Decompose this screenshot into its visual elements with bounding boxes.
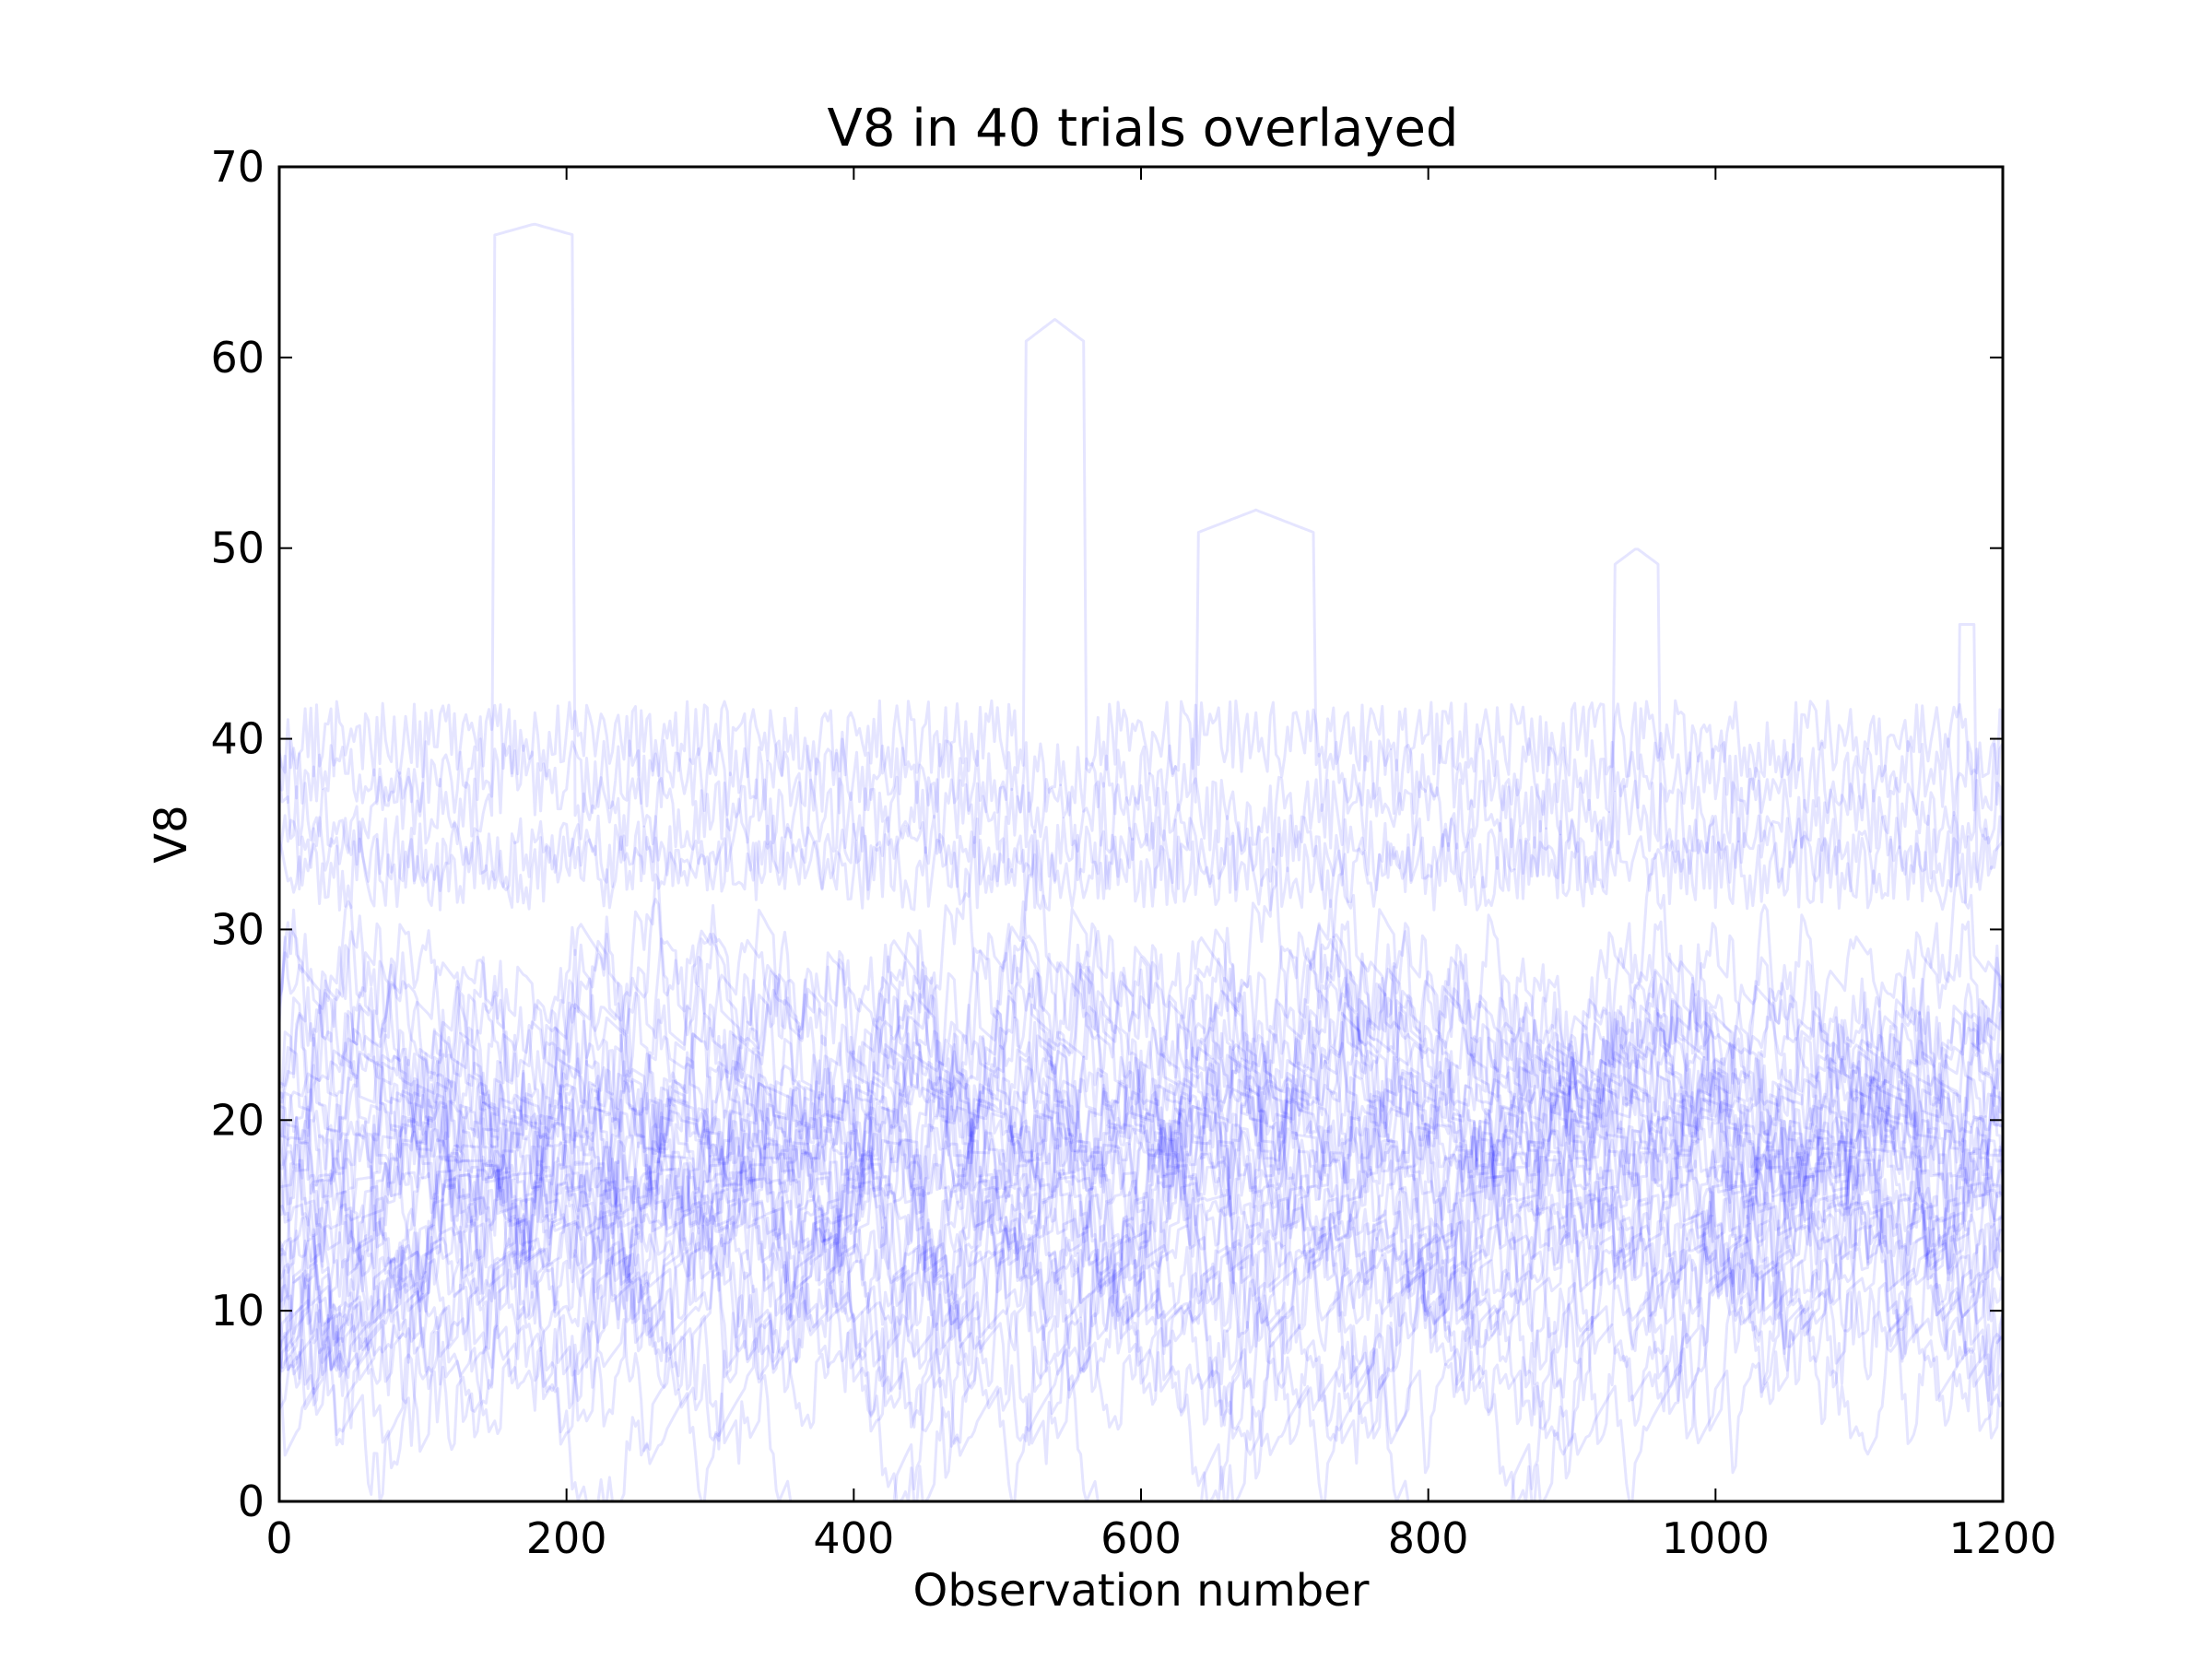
trial-line-30	[277, 926, 2004, 1401]
trial-line-37	[277, 935, 2004, 1480]
trial-line-31	[278, 922, 2005, 1355]
trial-line-5	[277, 623, 2005, 893]
trial-line-16	[277, 1017, 2005, 1503]
trial-line-15	[278, 932, 2005, 1479]
x-axis-label: Observation number	[913, 1565, 1370, 1617]
plot-area	[277, 222, 2005, 1503]
trial-line-3	[277, 508, 2005, 817]
trial-line-39	[277, 853, 2005, 1503]
trial-line-13	[277, 972, 2004, 1457]
trial-line-14	[278, 922, 2005, 1392]
y-tick-label: 30	[210, 904, 265, 954]
trial-line-19	[277, 929, 2005, 1502]
y-tick-label: 60	[210, 333, 265, 382]
trial-line-35	[277, 898, 2005, 1431]
trial-line-11	[277, 908, 2004, 1435]
trial-line-8	[278, 915, 2005, 1350]
y-tick-label: 0	[238, 1477, 265, 1526]
trial-line-4	[277, 547, 2005, 912]
trial-line-7	[278, 979, 2005, 1386]
y-tick-label: 50	[210, 524, 265, 573]
y-axis-label: V8	[146, 805, 197, 863]
x-tick-label: 1200	[1948, 1513, 2056, 1563]
trial-line-1	[277, 222, 2005, 854]
trial-line-6	[277, 853, 2005, 1503]
trial-line-23	[278, 944, 2005, 1456]
x-tick-label: 200	[526, 1513, 607, 1563]
trial-line-10	[277, 927, 2003, 1385]
y-tick-label: 10	[210, 1286, 265, 1335]
x-tick-label: 0	[265, 1513, 292, 1563]
chart-title: V8 in 40 trials overlayed	[828, 99, 1459, 159]
trial-line-17	[277, 853, 2005, 1503]
x-tick-label: 1000	[1662, 1513, 1770, 1563]
x-tick-label: 800	[1388, 1513, 1469, 1563]
trial-line-22	[277, 907, 2005, 1430]
trial-line-9	[278, 922, 2005, 1408]
axis-ticks: 0 200 400 600 800 1000 1200 0 10 20 30 40 50 60 70	[210, 142, 2056, 1563]
x-tick-label: 400	[813, 1513, 894, 1563]
trial-line-24	[278, 900, 2005, 1431]
trial-line-2	[277, 318, 2005, 779]
plot-frame	[277, 165, 2005, 1503]
trial-line-25	[277, 958, 2005, 1355]
trial-line-38	[277, 979, 2005, 1503]
trial-line-26	[278, 935, 2004, 1480]
y-tick-label: 70	[210, 142, 265, 192]
trial-line-18	[277, 908, 2004, 1380]
trial-line-36	[277, 963, 2005, 1470]
trial-line-28	[277, 853, 2005, 1503]
trial-line-29	[278, 996, 2004, 1410]
trial-line-33	[277, 908, 2005, 1431]
trial-line-40	[277, 996, 2004, 1410]
x-tick-label: 600	[1100, 1513, 1182, 1563]
trial-line-21	[278, 944, 2005, 1423]
y-tick-label: 20	[210, 1095, 265, 1145]
trial-line-20	[278, 922, 2004, 1354]
trial-line-12	[277, 903, 2005, 1456]
trial-line-34	[278, 938, 2005, 1456]
trial-line-32	[278, 967, 2005, 1409]
y-tick-label: 40	[210, 714, 265, 764]
